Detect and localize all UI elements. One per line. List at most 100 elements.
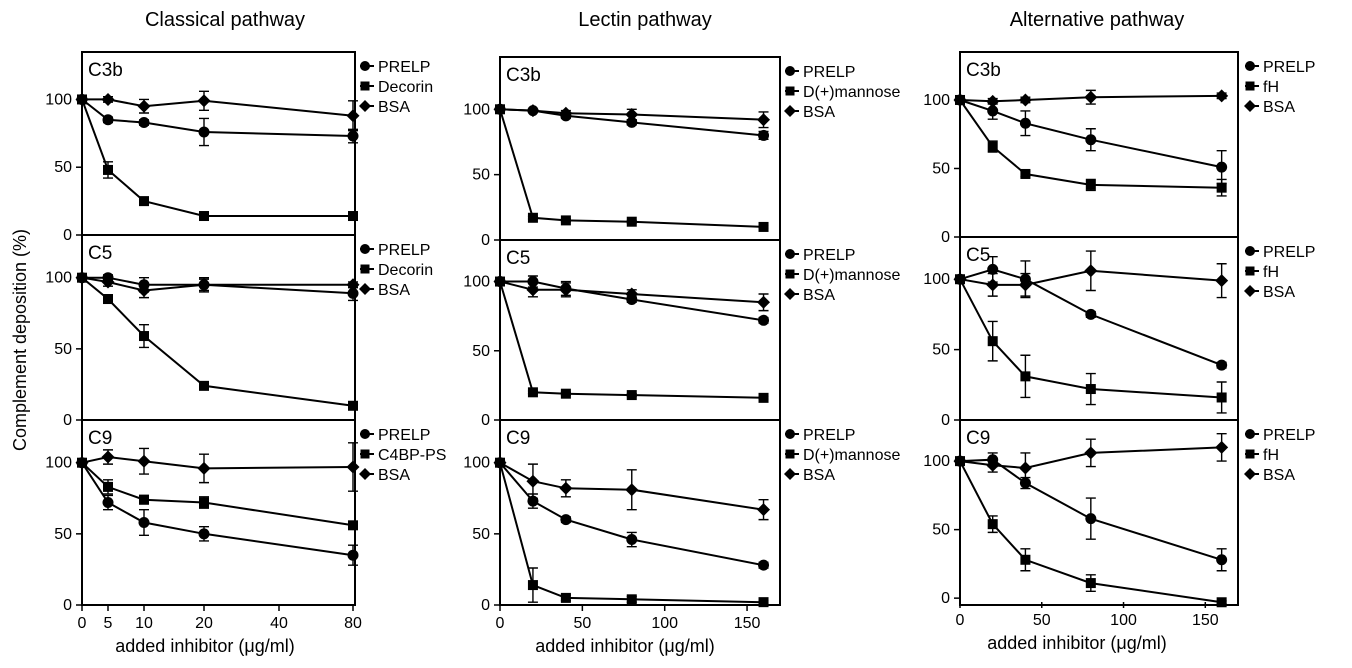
- data-point: [103, 294, 113, 305]
- x-tick-label: 50: [573, 615, 591, 632]
- panel-frame: [81, 234, 356, 421]
- classical-pathway-panel-c9: C9 0 50 100 PRELP C4BP-PS BSA: [45, 419, 446, 614]
- panel-label: C3b: [88, 60, 123, 81]
- y-tick-label: 100: [463, 274, 490, 291]
- data-point: [197, 94, 211, 108]
- data-point: [986, 94, 1000, 108]
- data-point: [559, 283, 573, 297]
- legend-label: BSA: [378, 99, 410, 116]
- data-point: [626, 216, 637, 227]
- data-point: [198, 528, 210, 540]
- y-tick-label: 50: [54, 341, 72, 358]
- legend-label: D(+)mannose: [803, 267, 900, 284]
- data-point: [526, 104, 540, 118]
- y-tick-label: 50: [472, 343, 490, 360]
- panel-frame: [499, 56, 781, 241]
- legend-item: PRELP: [1245, 59, 1315, 76]
- data-point: [102, 114, 114, 126]
- y-tick-label: 0: [481, 232, 490, 249]
- series-bsa: [953, 250, 1229, 299]
- legend-item: D(+)mannose: [785, 447, 900, 464]
- data-point: [987, 336, 998, 347]
- data-point: [1018, 461, 1032, 475]
- data-point: [197, 278, 211, 292]
- data-point: [560, 592, 571, 603]
- data-point: [1216, 359, 1228, 371]
- data-point: [1018, 278, 1032, 292]
- data-point: [139, 331, 149, 342]
- data-point: [527, 276, 539, 288]
- x-tick-label: 20: [195, 615, 213, 632]
- y-tick-label: 0: [941, 229, 950, 246]
- data-point: [526, 474, 540, 488]
- x-tick-label: 50: [1033, 612, 1051, 629]
- data-point: [348, 520, 358, 531]
- y-tick-label: 0: [941, 412, 950, 429]
- x-tick-label: 10: [135, 615, 153, 632]
- data-point: [1216, 597, 1227, 608]
- data-point: [626, 594, 637, 605]
- data-point: [626, 534, 638, 546]
- x-tick-label: 5: [104, 615, 113, 632]
- lectin-pathway-panel-c5: C5 0 50 100 PRELP D(+)mannose BSA: [463, 239, 900, 429]
- legend-marker: [360, 244, 370, 254]
- x-tick-label: 0: [78, 615, 87, 632]
- data-point: [1085, 179, 1096, 190]
- data-point: [493, 275, 507, 289]
- y-tick-label: 100: [923, 92, 950, 109]
- data-point: [347, 287, 359, 299]
- legend-label: Decorin: [378, 262, 433, 279]
- data-point: [560, 388, 571, 399]
- y-tick-label: 100: [923, 453, 950, 470]
- legend-marker: [360, 429, 370, 439]
- data-point: [560, 514, 572, 526]
- y-tick-label: 100: [45, 91, 72, 108]
- data-point: [1084, 90, 1098, 104]
- panel-label: C5: [506, 248, 530, 269]
- legend-marker: [359, 283, 371, 295]
- legend-marker: [1245, 429, 1255, 439]
- legend: PRELP C4BP-PS BSA: [359, 427, 446, 484]
- y-tick-label: 50: [932, 522, 950, 539]
- legend-item: PRELP: [1245, 427, 1315, 444]
- classical-pathway-panel-c5: C5 0 50 100 PRELP Decorin BSA: [45, 234, 433, 429]
- data-point: [1085, 513, 1097, 525]
- data-point: [139, 494, 149, 505]
- panel-frame: [81, 51, 356, 236]
- panel-frame: [959, 419, 1239, 606]
- y-tick-label: 50: [932, 160, 950, 177]
- series-line: [81, 98, 354, 137]
- legend: PRELP Decorin BSA: [359, 242, 433, 299]
- y-tick-label: 0: [481, 597, 490, 614]
- data-point: [527, 212, 538, 223]
- series-fh: [955, 94, 1227, 197]
- data-point: [758, 392, 769, 403]
- data-point: [1020, 168, 1031, 179]
- data-point: [986, 278, 1000, 292]
- y-tick-label: 0: [941, 590, 950, 607]
- series-bsa: [75, 271, 360, 299]
- data-point: [1216, 554, 1228, 566]
- data-point: [347, 549, 359, 561]
- data-point: [1085, 578, 1096, 589]
- data-point: [101, 92, 115, 106]
- panel-label: C3b: [506, 65, 541, 86]
- x-tick-label: 150: [1192, 612, 1219, 629]
- legend-item: BSA: [784, 467, 835, 484]
- series-line: [82, 98, 354, 117]
- data-point: [1085, 384, 1096, 395]
- classical-pathway-panel-c3b: C3b 0 50 100 PRELP Decorin BSA: [45, 51, 433, 244]
- y-tick-label: 50: [932, 342, 950, 359]
- lectin-pathway-chart: Lectin pathway C3b 0 50 100 PRELP D(+)mannose B…: [463, 9, 900, 656]
- legend-item: BSA: [784, 104, 835, 121]
- data-point: [987, 519, 998, 530]
- legend-label: PRELP: [378, 59, 430, 76]
- data-point: [1084, 264, 1098, 278]
- data-point: [758, 129, 770, 141]
- alternative-pathway-panel-c9: C9 0 50 100 PRELP fH BSA: [923, 419, 1315, 608]
- x-tick-label: 100: [1110, 612, 1137, 629]
- data-point: [758, 221, 769, 232]
- x-tick-label: 100: [651, 615, 678, 632]
- data-point: [953, 454, 967, 468]
